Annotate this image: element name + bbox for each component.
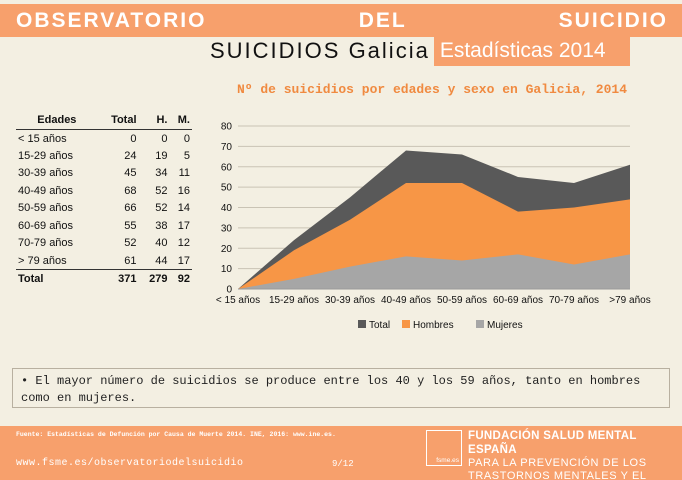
table-cell: 24 <box>124 149 137 162</box>
col-header: H. <box>138 112 170 130</box>
table-cell: 30-39 años <box>18 167 74 180</box>
table-cell: 61 <box>124 254 137 267</box>
table-cell: 0 <box>130 132 137 145</box>
table-cell: 52 <box>155 202 168 215</box>
legend-swatch-hombres <box>402 320 410 328</box>
table-cell: 16 <box>177 184 190 197</box>
footer-url-link[interactable]: www.fsme.es/observatoriodelsuicidio <box>16 458 244 469</box>
banner-title: OBSERVATORIO DEL SUICIDIO <box>16 8 668 32</box>
table-cell: < 15 años <box>18 132 67 145</box>
table-cell: 38 <box>155 219 168 232</box>
subtitle-tag: Estadísticas 2014 <box>433 36 630 66</box>
table-cell: 371 <box>97 269 139 287</box>
table-row: < 15 años 0 0 0 <box>16 130 192 148</box>
table-cell: 52 <box>155 184 168 197</box>
y-tick-label: 10 <box>221 264 233 275</box>
y-tick-label: 40 <box>221 203 233 214</box>
footer: Fuente: Estadísticas de Defunción por Ca… <box>0 426 682 480</box>
legend-swatch-mujeres <box>476 320 484 328</box>
legend-label-mujeres: Mujeres <box>487 320 523 331</box>
table-cell: 14 <box>177 202 190 215</box>
x-tick-label: 50-59 años <box>437 295 487 306</box>
page-number: 9/12 <box>332 459 354 469</box>
table-cell: 40-49 años <box>18 184 74 197</box>
legend-swatch-total <box>358 320 366 328</box>
table-cell: 19 <box>155 149 168 162</box>
chart-title: Nº de suicidios por edades y sexo en Gal… <box>236 82 628 97</box>
table-cell: 5 <box>183 149 190 162</box>
x-tick-label: 15-29 años <box>269 295 319 306</box>
table-total-row: Total 371 279 92 <box>16 269 192 287</box>
foundation-line-2: PARA LA PREVENCIÓN DE LOS <box>468 457 647 469</box>
table-cell: 0 <box>183 132 190 145</box>
table-cell: 70-79 años <box>18 237 74 250</box>
logo-text: fsme.es <box>436 457 459 464</box>
table-row: 70-79 años 52 40 12 <box>16 235 192 253</box>
data-table: Edades Total H. M. < 15 años 0 0 0 15-29 añ… <box>16 112 192 287</box>
table-cell: 15-29 años <box>18 149 74 162</box>
legend-label-total: Total <box>369 320 390 331</box>
table-row: 60-69 años 55 38 17 <box>16 217 192 235</box>
subtitle-text: SUICIDIOS Galicia <box>210 38 430 63</box>
area-chart: 0 10 20 30 40 50 60 70 80 < 15 años 15-29 años 30-3… <box>216 122 651 332</box>
table-cell: 92 <box>169 269 192 287</box>
table-cell: 45 <box>124 167 137 180</box>
table-cell: 50-59 años <box>18 202 74 215</box>
table-cell: 60-69 años <box>18 219 74 232</box>
x-tick-label: 40-49 años <box>381 295 431 306</box>
foundation-name: FUNDACIÓN SALUD MENTAL ESPAÑA PARA LA PR… <box>468 429 682 480</box>
table-cell: 66 <box>124 202 137 215</box>
table-cell: 12 <box>177 237 190 250</box>
table-cell: 40 <box>155 237 168 250</box>
table-row: 40-49 años 68 52 16 <box>16 182 192 200</box>
y-tick-label: 50 <box>221 183 233 194</box>
table-row: > 79 años 61 44 17 <box>16 252 192 270</box>
table-cell: Total <box>16 269 98 287</box>
col-header: M. <box>169 112 192 130</box>
table-row: 50-59 años 66 52 14 <box>16 200 192 218</box>
table-row: 30-39 años 45 34 11 <box>16 165 192 183</box>
y-tick-label: 20 <box>221 244 233 255</box>
y-tick-label: 30 <box>221 223 233 234</box>
table-cell: 34 <box>155 167 168 180</box>
col-header: Edades <box>16 112 98 130</box>
header-banner: OBSERVATORIO DEL SUICIDIO <box>0 4 682 37</box>
table-cell: 55 <box>124 219 137 232</box>
y-tick-label: 70 <box>221 142 233 153</box>
y-tick-label: 0 <box>226 285 232 296</box>
y-tick-label: 60 <box>221 162 233 173</box>
table-header-row: Edades Total H. M. <box>16 112 192 130</box>
table-cell: 11 <box>178 167 190 180</box>
table-row: 15-29 años 24 19 5 <box>16 147 192 165</box>
x-tick-label: < 15 años <box>216 295 260 306</box>
x-tick-label: 30-39 años <box>325 295 375 306</box>
table-cell: 52 <box>124 237 137 250</box>
table-cell: 17 <box>177 254 190 267</box>
area-series-mujeres <box>238 254 630 289</box>
note-box: • El mayor número de suicidios se produc… <box>12 368 670 408</box>
subtitle-bar: SUICIDIOS Galicia Estadísticas 2014 <box>210 36 630 66</box>
y-tick-label: 80 <box>221 122 233 133</box>
table-cell: > 79 años <box>18 254 67 267</box>
x-tick-label: 60-69 años <box>493 295 543 306</box>
legend-label-hombres: Hombres <box>413 320 454 331</box>
note-text: • El mayor número de suicidios se produc… <box>21 374 641 405</box>
fsme-logo: fsme.es <box>426 430 462 466</box>
foundation-line-3: TRASTORNOS MENTALES Y EL SUICIDIO <box>468 470 647 480</box>
table-cell: 279 <box>138 269 170 287</box>
col-header: Total <box>97 112 139 130</box>
x-tick-label: >79 años <box>609 295 650 306</box>
table-cell: 44 <box>155 254 168 267</box>
table-cell: 0 <box>161 132 168 145</box>
source-text: Fuente: Estadísticas de Defunción por Ca… <box>16 431 336 438</box>
x-tick-label: 70-79 años <box>549 295 599 306</box>
table-cell: 17 <box>177 219 190 232</box>
foundation-line-1: FUNDACIÓN SALUD MENTAL ESPAÑA <box>468 430 637 456</box>
table-cell: 68 <box>124 184 137 197</box>
